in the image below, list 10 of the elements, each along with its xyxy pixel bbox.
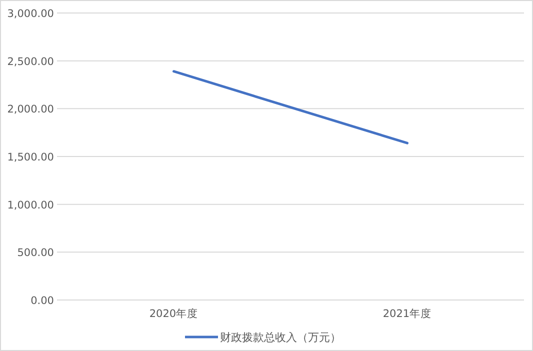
y-tick-label: 2,500.00 — [7, 56, 54, 68]
x-tick-label: 2020年度 — [149, 307, 198, 320]
legend-label: 财政拨款总收入（万元） — [220, 331, 341, 344]
y-tick-label: 500.00 — [17, 247, 54, 260]
y-tick-label: 2,000.00 — [7, 104, 54, 116]
x-tick-label: 2021年度 — [382, 307, 432, 320]
y-tick-label: 1,500.00 — [7, 152, 54, 164]
y-tick-label: 3,000.00 — [7, 8, 54, 20]
y-tick-label: 0.00 — [30, 295, 54, 307]
y-tick-label: 1,000.00 — [7, 199, 54, 212]
